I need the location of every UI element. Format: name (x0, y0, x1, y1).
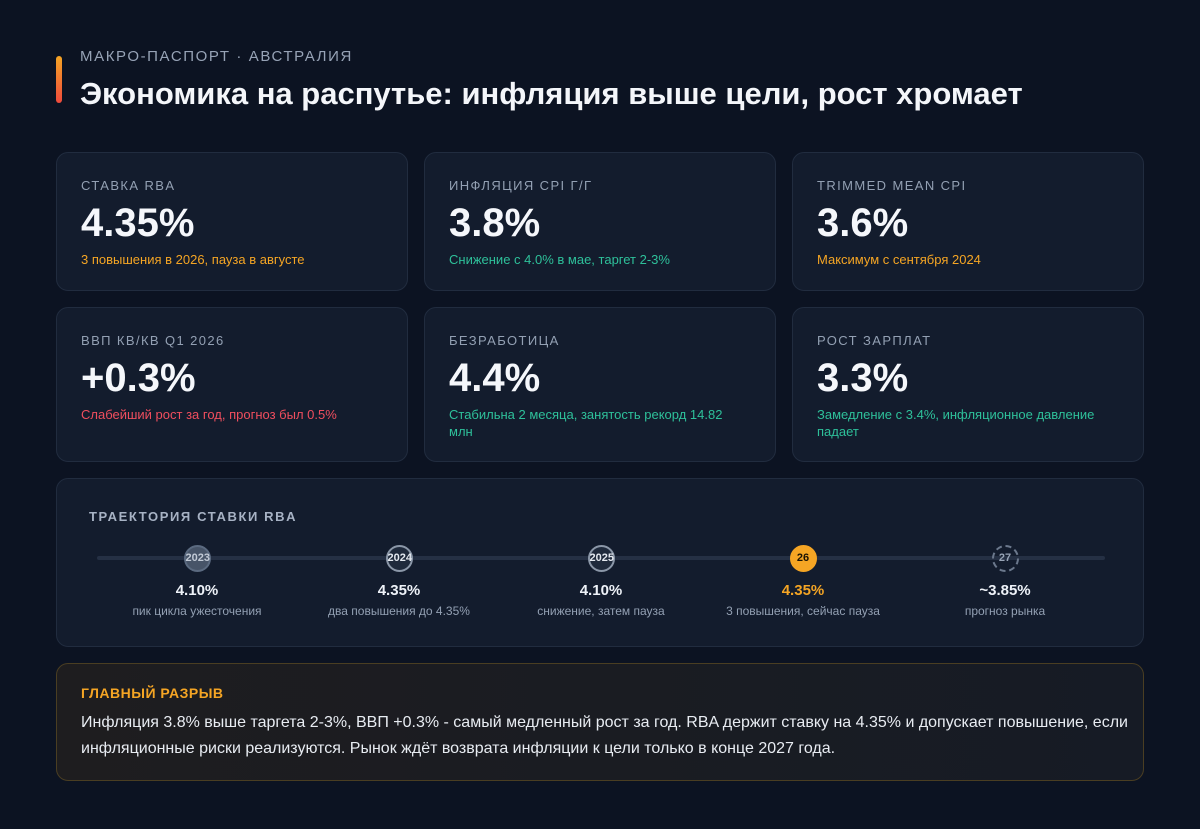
card-gdp-qoq: ВВП КВ/КВ Q1 2026 +0.3% Слабейший рост з… (56, 307, 408, 462)
card-note: Слабейший рост за год, прогноз был 0.5% (81, 407, 337, 422)
card-label: СТАВКА RBA (81, 178, 176, 193)
page-eyebrow: МАКРО-ПАСПОРТ · АВСТРАЛИЯ (80, 48, 353, 65)
card-trimmed-mean-cpi: TRIMMED MEAN CPI 3.6% Максимум с сентябр… (792, 152, 1144, 291)
timeline-value: 4.10% (579, 582, 623, 599)
timeline-dot-current: 26 (789, 545, 817, 572)
timeline-stop-2025: 2025 4.10% снижение, затем пауза (501, 545, 701, 618)
timeline-desc: пик цикла ужесточения (132, 604, 262, 618)
card-note: Снижение с 4.0% в мае, таргет 2-3% (449, 252, 670, 267)
card-value: 4.4% (449, 356, 541, 400)
timeline-dot-forecast: 27 (991, 545, 1019, 572)
timeline-dot: 2023 (183, 545, 211, 572)
card-label: ВВП КВ/КВ Q1 2026 (81, 333, 225, 348)
timeline-value: 4.35% (377, 582, 421, 599)
timeline-stop-2024: 2024 4.35% два повышения до 4.35% (299, 545, 499, 618)
page-title: Экономика на распутье: инфляция выше цел… (80, 76, 1023, 111)
rate-timeline: ТРАЕКТОРИЯ СТАВКИ RBA 2023 4.10% пик цик… (56, 478, 1144, 647)
header-accent-bar (56, 56, 62, 103)
timeline-desc: прогноз рынка (964, 604, 1046, 618)
timeline-value: 4.35% (781, 582, 825, 599)
timeline-desc: два повышения до 4.35% (328, 604, 470, 618)
timeline-dot: 2025 (587, 545, 615, 572)
card-wage-growth: РОСТ ЗАРПЛАТ 3.3% Замедление с 3.4%, инф… (792, 307, 1144, 462)
timeline-desc: 3 повышения, сейчас пауза (726, 604, 880, 618)
key-gap-callout: ГЛАВНЫЙ РАЗРЫВ Инфляция 3.8% выше таргет… (56, 663, 1144, 781)
timeline-stop-2027: 27 ~3.85% прогноз рынка (905, 545, 1105, 618)
card-label: БЕЗРАБОТИЦА (449, 333, 560, 348)
timeline-title: ТРАЕКТОРИЯ СТАВКИ RBA (89, 509, 298, 524)
card-note: Максимум с сентября 2024 (817, 252, 981, 267)
card-label: TRIMMED MEAN CPI (817, 178, 967, 193)
timeline-value: 4.10% (175, 582, 219, 599)
card-value: 3.8% (449, 201, 541, 245)
timeline-dot: 2024 (385, 545, 413, 572)
callout-text: Инфляция 3.8% выше таргета 2-3%, ВВП +0.… (81, 714, 1128, 757)
timeline-desc: снижение, затем пауза (537, 604, 665, 618)
callout-title: ГЛАВНЫЙ РАЗРЫВ (81, 685, 224, 701)
card-value: 3.3% (817, 356, 909, 400)
card-cpi-yoy: ИНФЛЯЦИЯ CPI Г/Г 3.8% Снижение с 4.0% в … (424, 152, 776, 291)
card-note: Замедление с 3.4%, инфляционное давление… (817, 407, 1095, 439)
card-unemployment: БЕЗРАБОТИЦА 4.4% Стабильна 2 месяца, зан… (424, 307, 776, 462)
card-value: 3.6% (817, 201, 909, 245)
card-note: 3 повышения в 2026, пауза в августе (81, 252, 305, 267)
timeline-stop-2023: 2023 4.10% пик цикла ужесточения (97, 545, 297, 618)
timeline-value: ~3.85% (979, 582, 1031, 599)
card-label: ИНФЛЯЦИЯ CPI Г/Г (449, 178, 593, 193)
card-value: +0.3% (81, 356, 196, 400)
card-note: Стабильна 2 месяца, занятость рекорд 14.… (449, 407, 723, 439)
card-value: 4.35% (81, 201, 195, 245)
card-rba-rate: СТАВКА RBA 4.35% 3 повышения в 2026, пау… (56, 152, 408, 291)
card-label: РОСТ ЗАРПЛАТ (817, 333, 932, 348)
timeline-stop-2026: 26 4.35% 3 повышения, сейчас пауза (703, 545, 903, 618)
